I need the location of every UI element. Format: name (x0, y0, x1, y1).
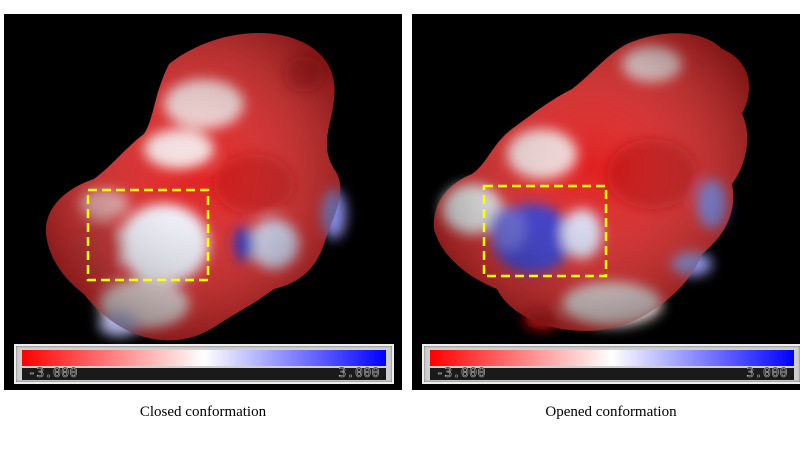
opened-conformation-panel: -3.000 3.000 (412, 14, 800, 390)
closed-conformation-caption: Closed conformation (139, 404, 267, 420)
region-highlight-box (86, 188, 210, 282)
opened-protein-surface (433, 33, 750, 331)
colorbar-min-label: -3.000 (436, 366, 486, 382)
closed-conformation-panel: -3.000 3.000 (4, 14, 402, 390)
closed-protein-surface (45, 33, 346, 341)
potential-colorbar: -3.000 3.000 (14, 344, 394, 384)
colorbar-gradient (22, 350, 386, 366)
colorbar-tick-strip (22, 368, 386, 380)
colorbar-min-label: -3.000 (28, 366, 78, 382)
opened-conformation-caption: Opened conformation (545, 404, 677, 420)
colorbar-max-label: 3.000 (338, 366, 380, 382)
region-highlight-box (482, 184, 608, 278)
potential-colorbar: -3.000 3.000 (422, 344, 800, 384)
colorbar-gradient (430, 350, 794, 366)
colorbar-tick-strip (430, 368, 794, 380)
colorbar-max-label: 3.000 (746, 366, 788, 382)
